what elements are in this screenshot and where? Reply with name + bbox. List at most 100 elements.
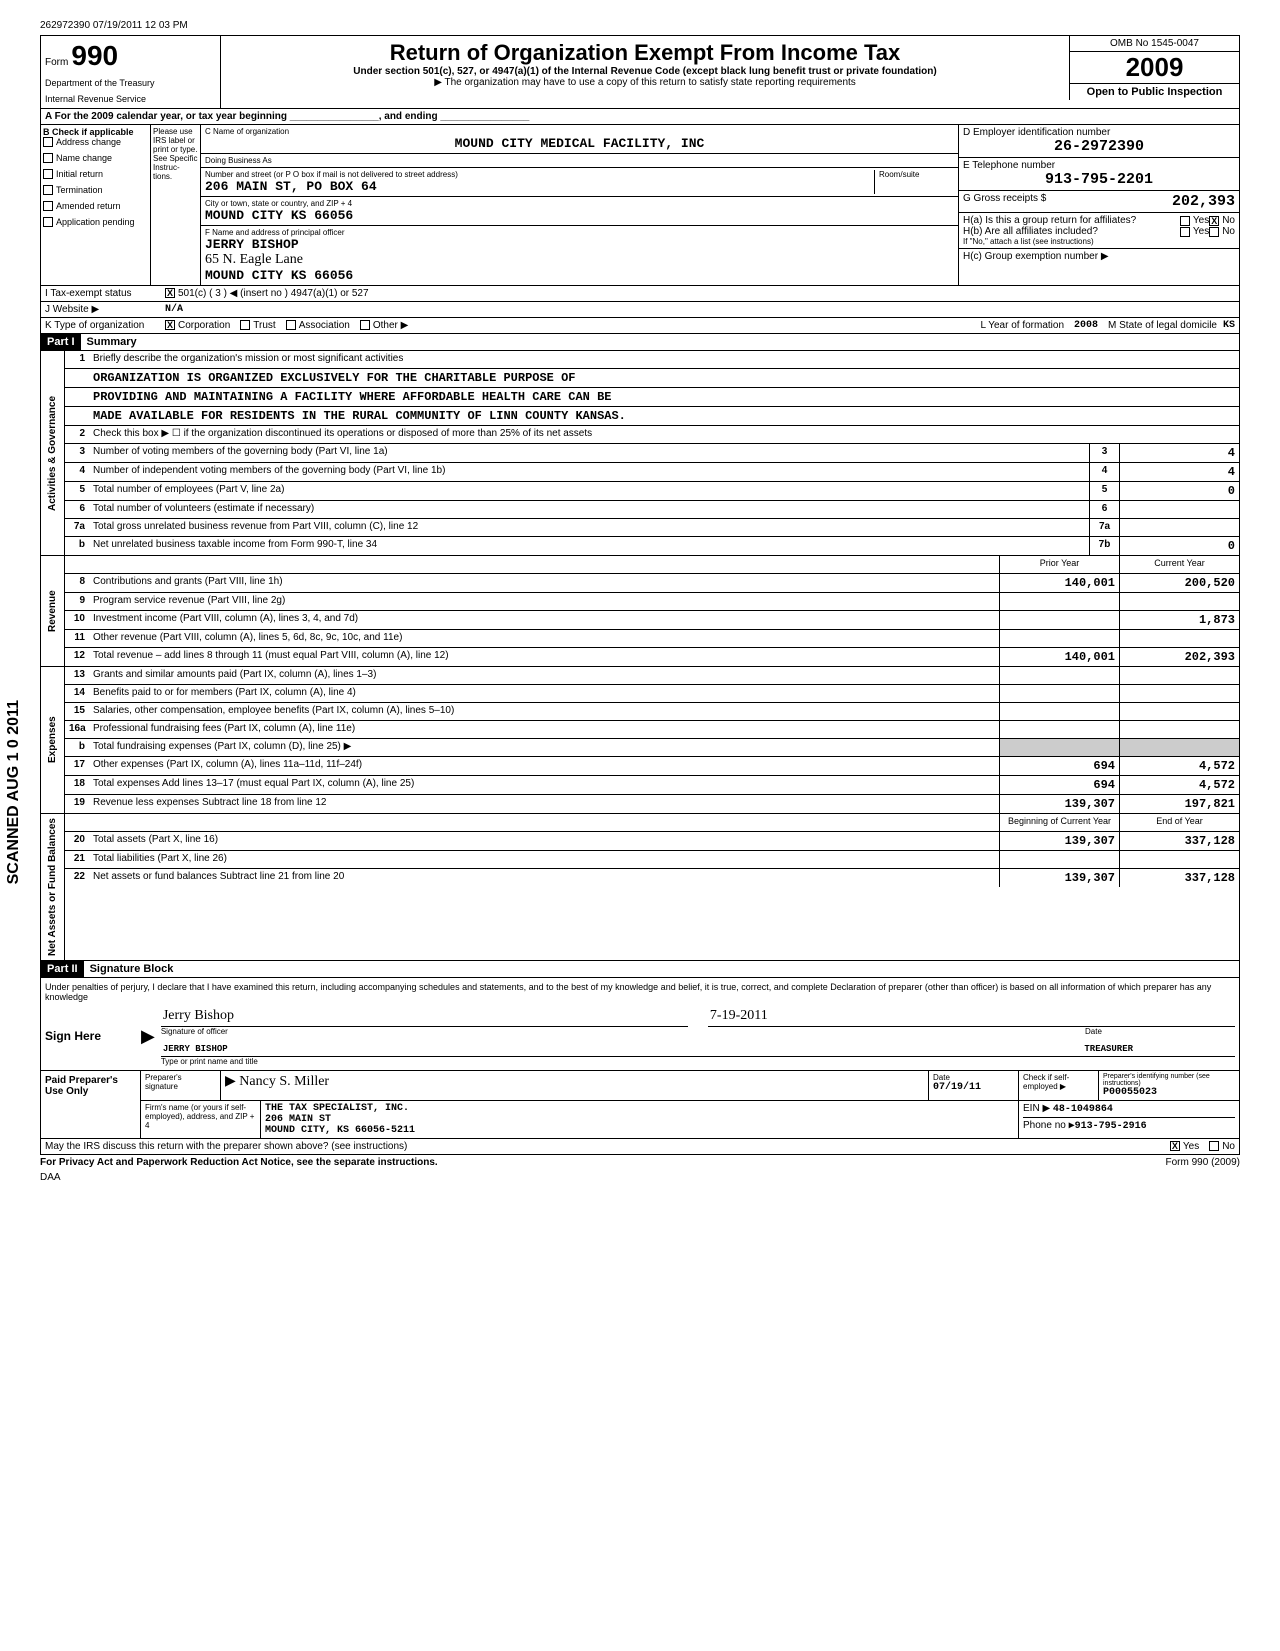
form-subtitle: Under section 501(c), 527, or 4947(a)(1)… xyxy=(229,66,1061,77)
k-trust-chk[interactable] xyxy=(240,320,250,330)
chk-address[interactable] xyxy=(43,137,53,147)
end-head: End of Year xyxy=(1119,814,1239,831)
prior-head: Prior Year xyxy=(999,556,1119,573)
room-label: Room/suite xyxy=(879,170,954,179)
g-label: G Gross receipts $ xyxy=(963,193,1046,210)
l20c: 337,128 xyxy=(1119,832,1239,850)
gross-receipts: 202,393 xyxy=(1046,193,1235,210)
k-corp: Corporation xyxy=(178,320,230,331)
perjury-text: Under penalties of perjury, I declare th… xyxy=(45,982,1235,1002)
part2-title: Signature Block xyxy=(84,961,180,977)
l7b: Net unrelated business taxable income fr… xyxy=(89,537,1089,555)
mission3: MADE AVAILABLE FOR RESIDENTS IN THE RURA… xyxy=(89,407,630,425)
mission2: PROVIDING AND MAINTAINING A FACILITY WHE… xyxy=(89,388,615,406)
chk-termination[interactable] xyxy=(43,185,53,195)
org-city: MOUND CITY KS 66056 xyxy=(205,208,954,223)
chk-amended[interactable] xyxy=(43,201,53,211)
officer-city: MOUND CITY KS 66056 xyxy=(205,268,954,283)
l7bv: 0 xyxy=(1119,537,1239,555)
section-b: B Check if applicable Address change Nam… xyxy=(40,125,1240,286)
l15: Salaries, other compensation, employee b… xyxy=(89,703,999,720)
city-label: City or town, state or country, and ZIP … xyxy=(205,199,954,208)
org-address: 206 MAIN ST, PO BOX 64 xyxy=(205,179,874,194)
paid-preparer-label: Paid Preparer's Use Only xyxy=(41,1071,141,1138)
l8c: 200,520 xyxy=(1119,574,1239,592)
firm-city: MOUND CITY, KS 66056-5211 xyxy=(265,1125,1014,1136)
rev-side-label: Revenue xyxy=(41,556,65,666)
chk-name[interactable] xyxy=(43,153,53,163)
chk-address-label: Address change xyxy=(56,137,121,147)
hc-label: H(c) Group exemption number ▶ xyxy=(959,249,1239,264)
firm-label: Firm's name (or yours if self-employed),… xyxy=(141,1101,261,1138)
chk-termination-label: Termination xyxy=(56,185,103,195)
firm-ein-label: EIN ▶ xyxy=(1023,1103,1050,1114)
type-label: Type or print name and title xyxy=(161,1057,1235,1066)
l20: Total assets (Part X, line 16) xyxy=(89,832,999,850)
addr-label: Number and street (or P O box if mail is… xyxy=(205,170,874,179)
omb-number: OMB No 1545-0047 xyxy=(1070,36,1239,52)
l4v: 4 xyxy=(1119,463,1239,481)
l3v: 4 xyxy=(1119,444,1239,462)
discuss-no-chk[interactable] xyxy=(1209,1141,1219,1151)
l6: Total number of volunteers (estimate if … xyxy=(89,501,1089,518)
net-side-label: Net Assets or Fund Balances xyxy=(41,814,65,960)
l9: Program service revenue (Part VIII, line… xyxy=(89,593,999,610)
chk-pending[interactable] xyxy=(43,217,53,227)
discuss-yes-chk[interactable]: X xyxy=(1170,1141,1180,1151)
ptin: P00055023 xyxy=(1103,1087,1235,1098)
chk-initial[interactable] xyxy=(43,169,53,179)
hb-label: H(b) Are all affiliates included? xyxy=(963,226,1180,237)
firm-ein: 48-1049864 xyxy=(1053,1104,1113,1115)
i-label: I Tax-exempt status xyxy=(45,288,165,299)
dept-irs: Internal Revenue Service xyxy=(45,94,216,104)
l12c: 202,393 xyxy=(1119,648,1239,666)
form-footer: Form 990 (2009) xyxy=(1166,1157,1240,1168)
officer-addr: 65 N. Eagle Lane xyxy=(205,252,954,268)
hb-yes[interactable] xyxy=(1180,227,1190,237)
dept-treasury: Department of the Treasury xyxy=(45,78,216,88)
k-other: Other ▶ xyxy=(373,320,408,331)
ha-label: H(a) Is this a group return for affiliat… xyxy=(963,215,1180,226)
k-assoc-chk[interactable] xyxy=(286,320,296,330)
beg-head: Beginning of Current Year xyxy=(999,814,1119,831)
firm-phone-label: Phone no xyxy=(1023,1120,1066,1131)
l19p: 139,307 xyxy=(999,795,1119,813)
preparer-signature[interactable]: ▶ Nancy S. Miller xyxy=(221,1071,929,1100)
l3: Number of voting members of the governin… xyxy=(89,444,1089,462)
i-501c-chk[interactable]: X xyxy=(165,288,175,298)
website: N/A xyxy=(165,304,183,315)
part2-header: Part II xyxy=(41,961,84,977)
l17: Other expenses (Part IX, column (A), lin… xyxy=(89,757,999,775)
chk-name-label: Name change xyxy=(56,153,112,163)
l14: Benefits paid to or for members (Part IX… xyxy=(89,685,999,702)
current-head: Current Year xyxy=(1119,556,1239,573)
ha-no[interactable]: X xyxy=(1209,216,1219,226)
top-meta: 262972390 07/19/2011 12 03 PM xyxy=(40,20,1240,31)
form-title: Return of Organization Exempt From Incom… xyxy=(229,40,1061,66)
prep-date: 07/19/11 xyxy=(933,1082,1014,1093)
sign-date[interactable]: 7-19-2011 xyxy=(708,1006,1235,1027)
m-label: M State of legal domicile xyxy=(1108,320,1217,331)
discuss-label: May the IRS discuss this return with the… xyxy=(45,1141,1170,1152)
l21: Total liabilities (Part X, line 26) xyxy=(89,851,999,868)
officer-name: JERRY BISHOP xyxy=(205,237,954,252)
self-emp-label: Check if self-employed ▶ xyxy=(1019,1071,1099,1100)
l10c: 1,873 xyxy=(1119,611,1239,629)
l12p: 140,001 xyxy=(999,648,1119,666)
k-other-chk[interactable] xyxy=(360,320,370,330)
hb-note: If "No," attach a list (see instructions… xyxy=(963,237,1235,246)
part1-title: Summary xyxy=(81,334,143,350)
chk-initial-label: Initial return xyxy=(56,169,103,179)
prep-sig-label: Preparer's signature xyxy=(141,1071,221,1100)
k-corp-chk[interactable]: X xyxy=(165,320,175,330)
l10: Investment income (Part VIII, column (A)… xyxy=(89,611,999,629)
exp-side-label: Expenses xyxy=(41,667,65,813)
discuss-yes: Yes xyxy=(1183,1141,1199,1152)
officer-signature[interactable]: Jerry Bishop xyxy=(161,1006,688,1027)
ha-yes[interactable] xyxy=(1180,216,1190,226)
hb-no[interactable] xyxy=(1209,227,1219,237)
no-label: No xyxy=(1222,215,1235,226)
l1: Briefly describe the organization's miss… xyxy=(89,351,1239,368)
org-name: MOUND CITY MEDICAL FACILITY, INC xyxy=(205,136,954,151)
l22c: 337,128 xyxy=(1119,869,1239,887)
